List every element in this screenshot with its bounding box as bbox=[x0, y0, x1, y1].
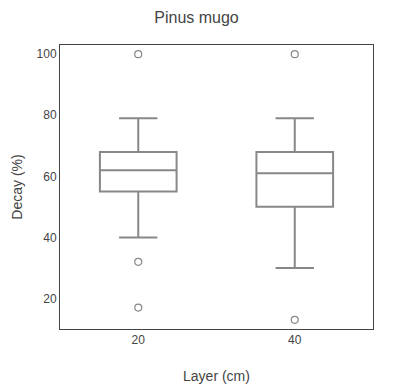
svg-text:40: 40 bbox=[43, 231, 57, 245]
svg-text:20: 20 bbox=[43, 292, 57, 306]
svg-text:20: 20 bbox=[132, 333, 146, 347]
svg-text:60: 60 bbox=[43, 170, 57, 184]
svg-text:Layer (cm): Layer (cm) bbox=[183, 368, 250, 384]
svg-text:40: 40 bbox=[288, 333, 302, 347]
svg-text:Pinus mugo: Pinus mugo bbox=[154, 9, 239, 26]
svg-text:80: 80 bbox=[43, 108, 57, 122]
svg-text:100: 100 bbox=[37, 47, 57, 61]
svg-text:Decay (%): Decay (%) bbox=[9, 154, 25, 219]
